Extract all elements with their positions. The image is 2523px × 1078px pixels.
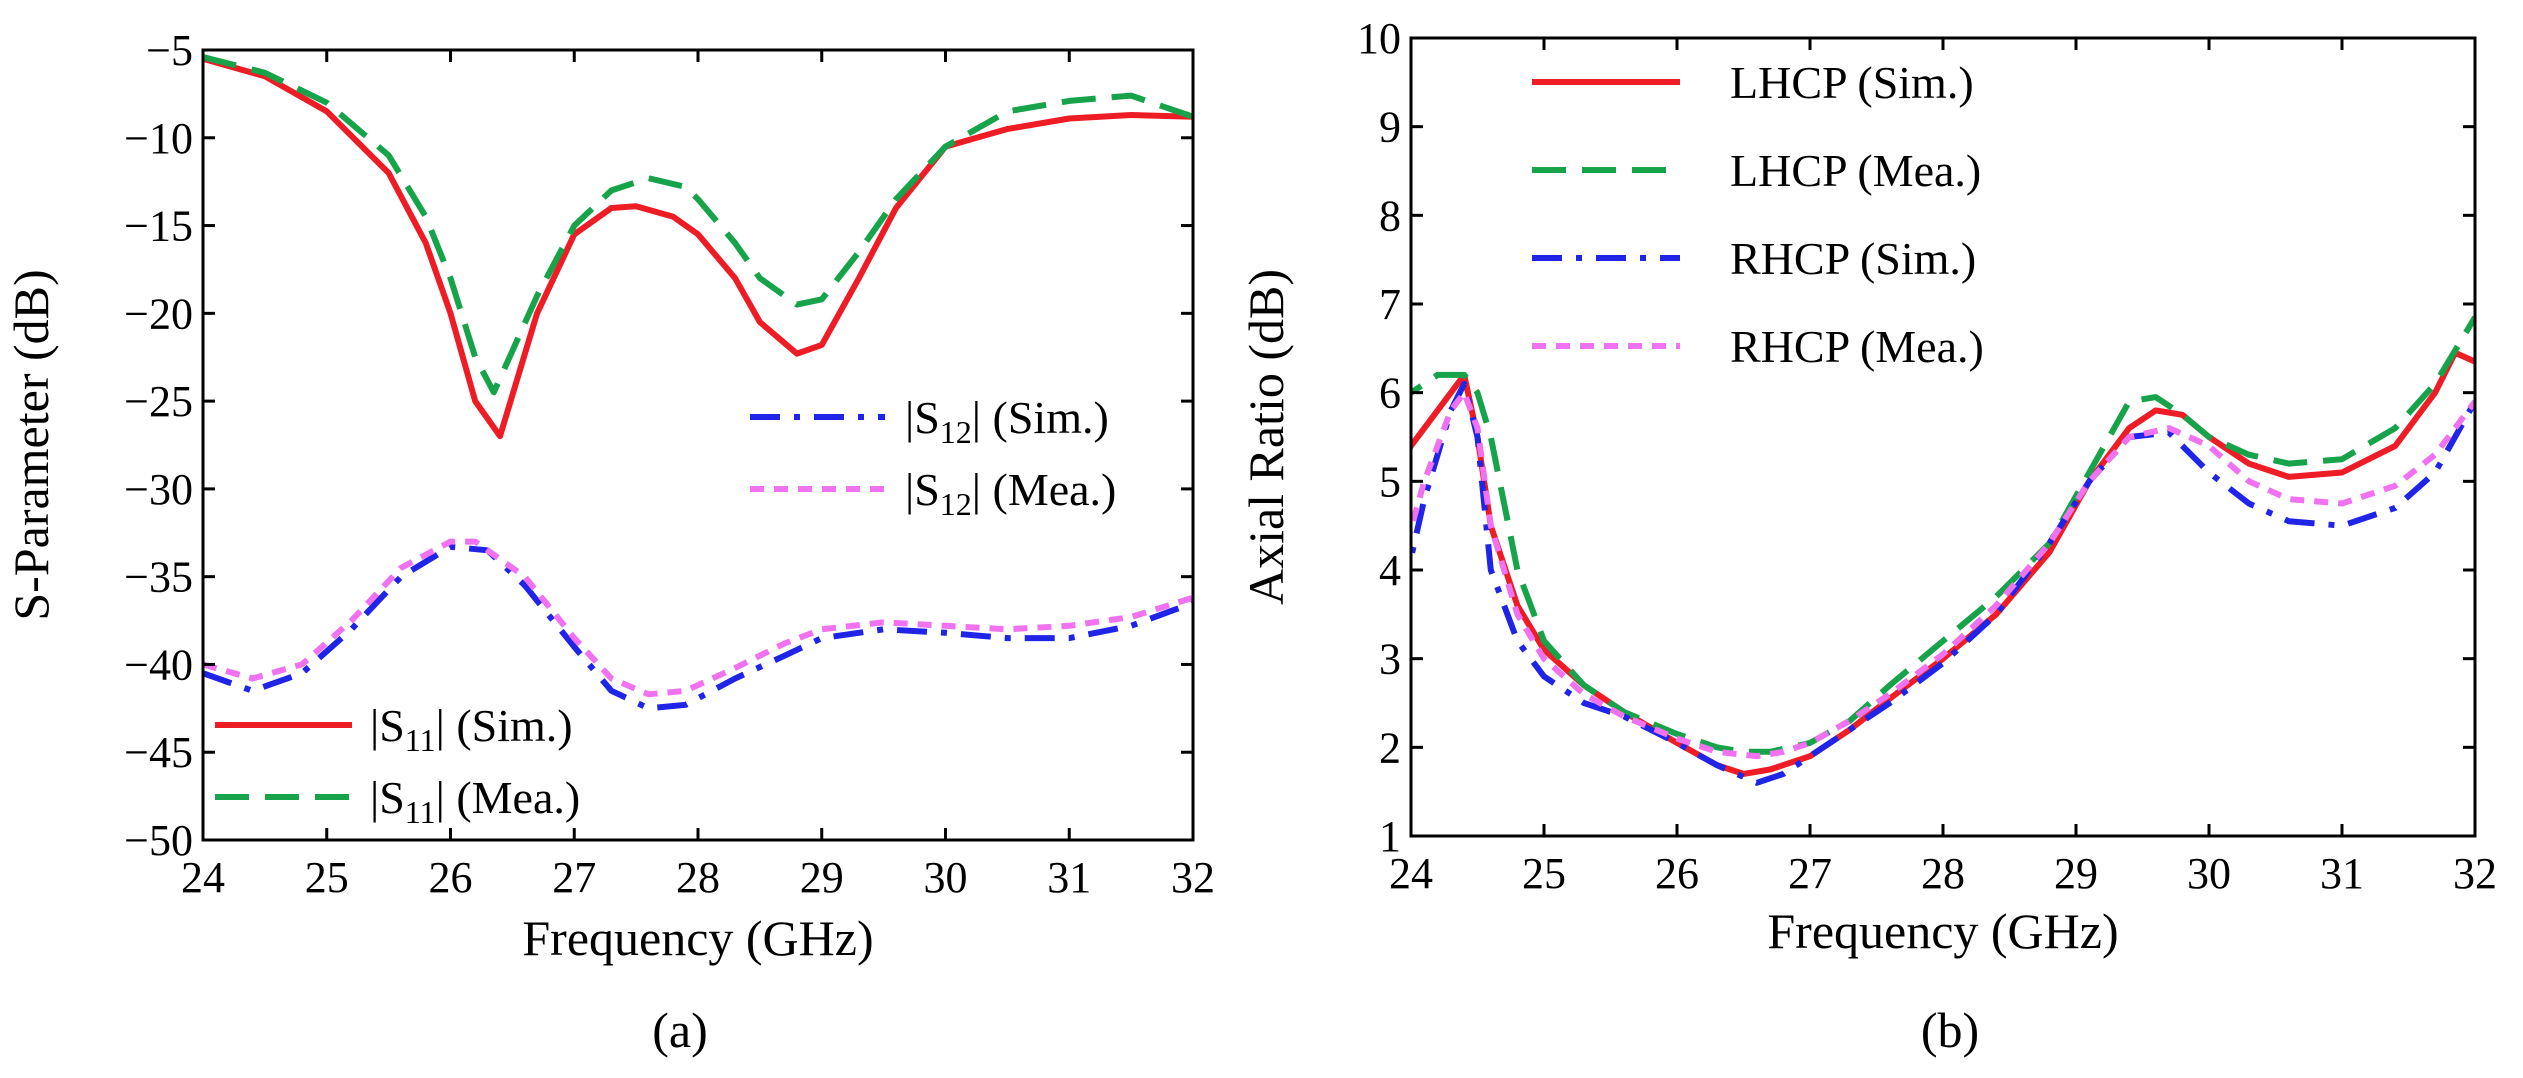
legend-label-s12_sim: |S12| (Sim.) [905,392,1109,450]
legend-label-lhcp_sim: LHCP (Sim.) [1730,57,1974,108]
y-tick-label: −10 [124,114,193,163]
x-tick-label: 25 [305,853,349,902]
x-tick-label: 29 [800,853,844,902]
y-tick-label: −45 [124,728,193,777]
plot-frame [201,48,1195,842]
legend-label-tail: | (Sim.) [436,700,573,751]
x-tick-label: 31 [1047,853,1091,902]
x-tick-label: 26 [1655,849,1699,898]
legend-label-lhcp_mea: LHCP (Mea.) [1730,145,1981,196]
legend-label-main: |S [370,700,405,751]
y-axis-label: S-Parameter (dB) [3,269,59,620]
series-line-s12_sim [203,543,1193,712]
y-tick-label: −5 [146,26,193,75]
x-tick-label: 28 [1921,849,1965,898]
legend-label-main: |S [905,464,940,515]
x-tick-label: 30 [924,853,968,902]
series-line-lhcp_sim [1411,349,2475,777]
x-axis-label: Frequency (GHz) [1767,903,2118,959]
series-line-lhcp_mea [1411,315,2475,755]
y-tick-label: −20 [124,289,193,338]
y-tick-label: 3 [1379,635,1401,684]
chart-b: 24 25 26 27 28 29 30 31 32 1 2 3 4 5 6 7 8 9 10 Frequency (… [1238,14,2497,1058]
legend-label-tail: | (Mea.) [972,464,1117,515]
chart-a: 24 25 26 27 28 29 30 31 32 −50 −45 −40 −35 −30 −25 −20 −… [3,26,1215,1058]
series-line-s12_mea [203,538,1193,698]
y-axis-label: Axial Ratio (dB) [1238,269,1294,605]
legend-label-rhcp_mea: RHCP (Mea.) [1730,321,1984,372]
x-tick-label: 27 [552,853,596,902]
legend-label-subscript: 11 [405,794,436,830]
legend-label-tail: | (Mea.) [436,772,581,823]
legend: |S12| (Sim.)|S12| (Mea.) [750,392,1116,522]
x-axis-label: Frequency (GHz) [522,910,873,966]
x-tick-label: 31 [2320,849,2364,898]
legend: |S11| (Sim.)|S11| (Mea.) [215,700,580,830]
x-tick-label: 26 [429,853,473,902]
legend-label-subscript: 12 [940,414,972,450]
legend-label-s11_sim: |S11| (Sim.) [370,700,573,758]
series-line-s11_sim [203,55,1193,440]
chart-caption: (b) [1921,1002,1979,1058]
x-tick-label: 25 [1522,849,1566,898]
y-tick-label: −30 [124,465,193,514]
legend-label-s11_mea: |S11| (Mea.) [370,772,580,830]
y-tick-label: −40 [124,640,193,689]
x-tick-label: 30 [2187,849,2231,898]
y-tick-label: 5 [1379,457,1401,506]
x-tick-label: 29 [2054,849,2098,898]
x-tick-label: 28 [676,853,720,902]
legend-label-rhcp_sim: RHCP (Sim.) [1730,233,1976,284]
y-tick-label: −25 [124,377,193,426]
series-line-rhcp_sim [1411,380,2475,786]
y-tick-label: 4 [1379,546,1401,595]
y-tick-label: −50 [124,816,193,865]
y-tick-label: 10 [1357,14,1401,63]
series-line-rhcp_mea [1411,389,2475,760]
legend-label-s12_mea: |S12| (Mea.) [905,464,1116,522]
legend-label-tail: | (Sim.) [972,392,1109,443]
y-tick-label: −35 [124,553,193,602]
y-tick-label: 7 [1379,280,1401,329]
y-tick-label: 8 [1379,191,1401,240]
legend: LHCP (Sim.) LHCP (Mea.) RHCP (Sim.) RHCP (M… [1532,57,1984,372]
legend-label-subscript: 11 [405,722,436,758]
x-tick-label: 24 [1389,849,1433,898]
x-tick-label: 32 [2453,849,2497,898]
x-tick-label: 32 [1171,853,1215,902]
series-line-s11_mea [203,54,1193,396]
x-tick-label: 27 [1788,849,1832,898]
legend-label-main: |S [370,772,405,823]
legend-label-subscript: 12 [940,486,972,522]
y-tick-label: 9 [1379,103,1401,152]
y-tick-label: 6 [1379,369,1401,418]
chart-caption: (a) [652,1002,708,1058]
legend-label-main: |S [905,392,940,443]
x-tick-label: 24 [181,853,225,902]
y-tick-label: 2 [1379,723,1401,772]
y-tick-label: −15 [124,202,193,251]
y-tick-label: 1 [1379,812,1401,861]
